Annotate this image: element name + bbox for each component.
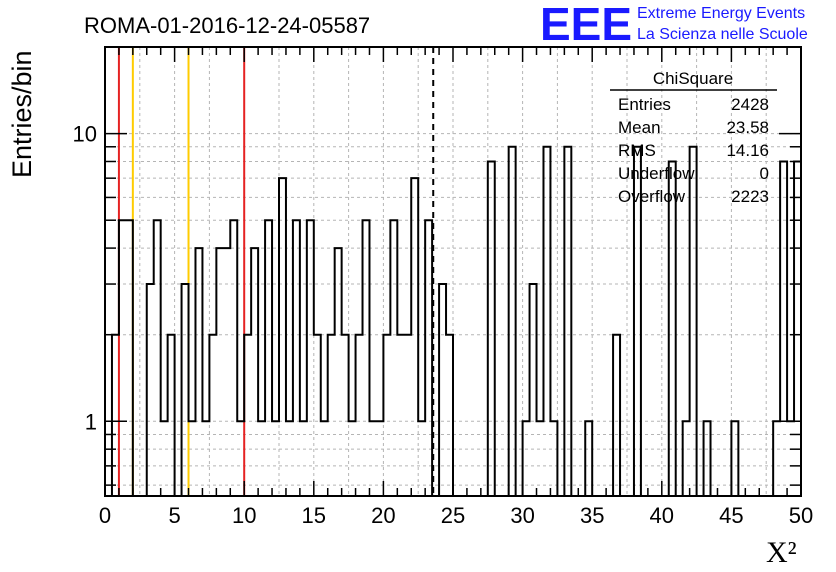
y-tick-labels: 1 10 bbox=[73, 122, 97, 435]
x-axis-title: X² bbox=[766, 536, 797, 569]
x-tick-label: 0 bbox=[99, 503, 111, 528]
stats-row-value: 23.58 bbox=[726, 118, 769, 137]
x-tick-label: 35 bbox=[580, 503, 604, 528]
x-tick-label: 30 bbox=[510, 503, 534, 528]
stats-row-label: Entries bbox=[618, 95, 671, 114]
x-tick-label: 20 bbox=[371, 503, 395, 528]
stats-row-value: 2428 bbox=[731, 95, 769, 114]
x-tick-label: 50 bbox=[789, 503, 813, 528]
x-tick-label: 5 bbox=[168, 503, 180, 528]
x-tick-label: 10 bbox=[232, 503, 256, 528]
logo-mark: EEE bbox=[540, 0, 632, 50]
stats-row-label: RMS bbox=[618, 141, 656, 160]
y-tick-label: 1 bbox=[85, 409, 97, 434]
x-tick-label: 15 bbox=[302, 503, 326, 528]
stats-row-value: 14.16 bbox=[726, 141, 769, 160]
vertical-markers bbox=[117, 47, 435, 496]
stats-row-label: Underflow bbox=[618, 164, 695, 183]
stats-row-value: 2223 bbox=[731, 187, 769, 206]
chart-title: ROMA-01-2016-12-24-05587 bbox=[84, 13, 370, 38]
stats-box: ChiSquare Entries 2428 Mean 23.58 RMS 14.16 Un… bbox=[610, 69, 777, 206]
x-tick-label: 45 bbox=[719, 503, 743, 528]
y-tick-label: 10 bbox=[73, 122, 97, 147]
y-axis-title: Entries/bin bbox=[7, 50, 37, 178]
logo-line-1: Extreme Energy Events bbox=[637, 5, 805, 22]
axis-ticks bbox=[104, 47, 802, 496]
x-tick-label: 40 bbox=[650, 503, 674, 528]
stats-row-value: 0 bbox=[760, 164, 769, 183]
x-tick-label: 25 bbox=[441, 503, 465, 528]
x-tick-labels: 0 5 10 15 20 25 30 35 40 45 50 bbox=[99, 503, 813, 528]
stats-row-label: Overflow bbox=[618, 187, 686, 206]
stats-rows: Entries 2428 Mean 23.58 RMS 14.16 Underflow 0 Ov… bbox=[618, 95, 769, 206]
logo-line-2: La Scienza nelle Scuole bbox=[637, 26, 808, 43]
stats-title: ChiSquare bbox=[653, 69, 733, 88]
eee-logo: EEE Extreme Energy Events La Scienza nel… bbox=[540, 0, 808, 50]
stats-row-label: Mean bbox=[618, 118, 661, 137]
